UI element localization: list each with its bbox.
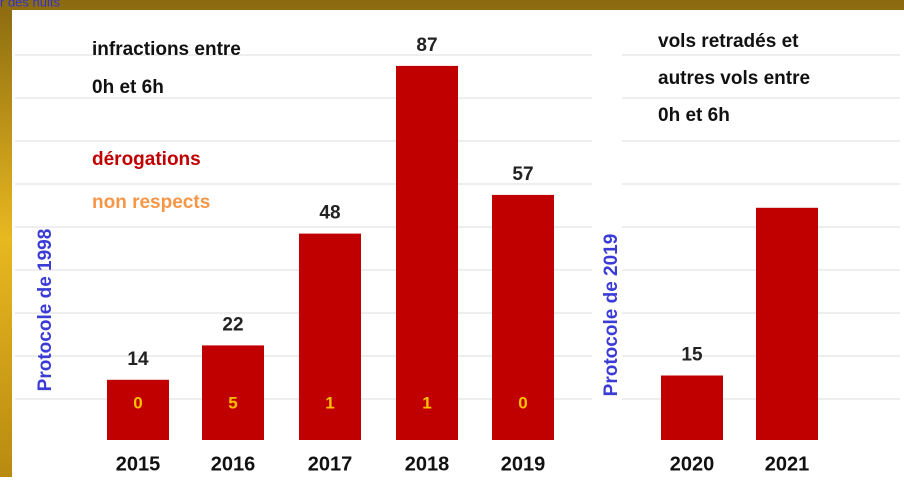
value-label: 0	[518, 393, 527, 412]
annotation: 0h et 6h	[658, 105, 730, 126]
x-tick-label: 2020	[670, 453, 715, 475]
x-tick-label: 2021	[765, 453, 810, 475]
annotation: infractions entre	[92, 39, 241, 60]
x-tick-label: 2015	[116, 453, 161, 475]
bar	[202, 345, 264, 440]
annotation: 0h et 6h	[92, 77, 164, 98]
bar	[299, 233, 361, 440]
annotation: vols retradés et	[658, 31, 799, 52]
header-title: r des nuits	[0, 0, 60, 9]
bar	[107, 379, 169, 440]
x-tick-label: 2017	[308, 453, 353, 475]
value-label: 22	[222, 314, 243, 335]
value-label: 0	[133, 393, 142, 412]
value-label: 57	[512, 164, 533, 185]
bar	[756, 207, 818, 440]
legend-label: non respects	[92, 192, 210, 213]
value-label: 1	[422, 393, 431, 412]
value-label: 1	[325, 393, 334, 412]
annotation: autres vols entre	[658, 68, 810, 89]
bar	[492, 194, 554, 440]
value-label: 14	[127, 349, 149, 370]
x-tick-label: 2018	[405, 453, 450, 475]
legend-label: dérogations	[92, 149, 201, 170]
value-label: 87	[416, 35, 437, 56]
value-label: 48	[319, 203, 340, 224]
value-label: 15	[681, 345, 703, 366]
bar	[396, 65, 458, 441]
x-tick-label: 2019	[501, 453, 546, 475]
x-tick-label: 2016	[211, 453, 256, 475]
value-label: 5	[228, 393, 237, 412]
y-axis-label: Protocole de 2019	[601, 234, 622, 397]
bar	[661, 375, 723, 440]
y-axis-label: Protocole de 1998	[35, 229, 56, 392]
